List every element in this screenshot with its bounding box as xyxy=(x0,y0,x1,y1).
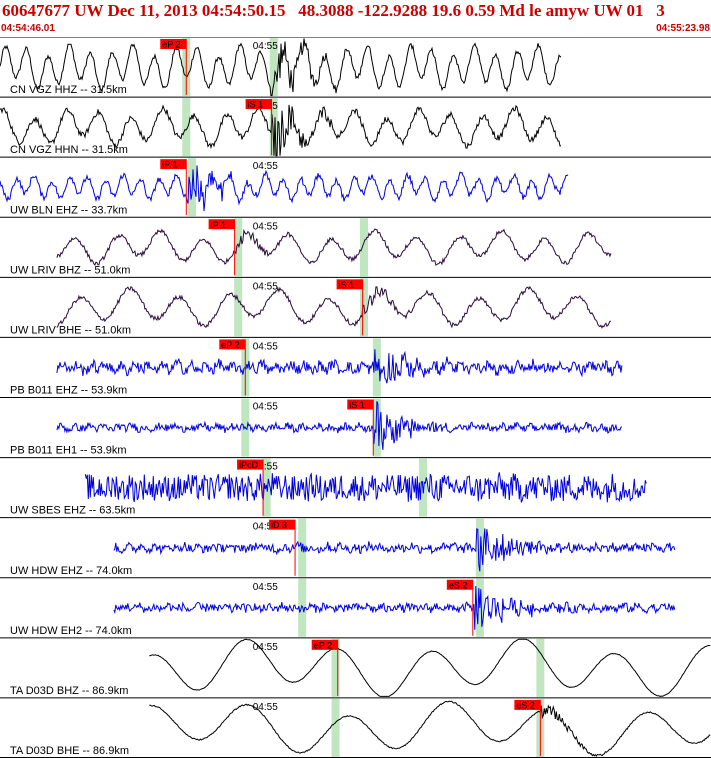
waveform-trace[interactable] xyxy=(149,638,711,697)
station-label: UW SBES EHZ -- 63.5km xyxy=(10,505,135,517)
trace-row[interactable]: 04:55 iP 1 UW BLN EHZ -- 33.7km xyxy=(0,156,711,217)
pick-label: iD 3 xyxy=(271,520,287,530)
waveform-trace[interactable] xyxy=(56,349,623,384)
pick-flag[interactable] xyxy=(514,699,541,710)
minute-label: 04:55 xyxy=(253,702,278,713)
trace-row[interactable]: 04:55 iS 1 PB B011 EH1 -- 53.9km xyxy=(0,397,711,457)
waveform-trace[interactable] xyxy=(0,38,562,97)
time-window-marker xyxy=(298,578,307,637)
start-time-label: 04:54:46.01 xyxy=(1,23,55,34)
pick-label: eP 2 xyxy=(314,640,332,650)
pick-flag[interactable] xyxy=(219,339,246,350)
pick-flag[interactable] xyxy=(269,519,296,530)
station-label: UW HDW EH2 -- 74.0km xyxy=(10,625,132,637)
waveform-trace[interactable] xyxy=(0,165,569,212)
pick-label: eP 2 xyxy=(162,40,180,50)
station-label: PB B011 EHZ -- 53.9km xyxy=(10,385,127,397)
minute-label: 04:55 xyxy=(253,341,278,352)
pick-flag[interactable] xyxy=(311,639,338,650)
trace-row[interactable]: 04:55 eP 2 PB B011 EHZ -- 53.9km xyxy=(0,336,711,397)
time-window-marker xyxy=(331,638,340,697)
trace-row[interactable]: 04:55 iP 1 UW LRIV BHZ -- 51.0km xyxy=(0,216,711,277)
time-window-marker xyxy=(234,278,243,337)
time-window-marker xyxy=(536,638,545,697)
station-label: TA D03D BHE -- 86.9km xyxy=(10,745,129,757)
pick-label: eP 2 xyxy=(221,340,239,350)
pick-flag[interactable] xyxy=(208,219,235,230)
pick-label: iS 1 xyxy=(349,400,365,410)
pick-flag[interactable] xyxy=(160,39,187,49)
pick-label: iP 1 xyxy=(162,160,177,170)
time-window-marker xyxy=(475,518,484,577)
pick-flag[interactable] xyxy=(160,159,187,170)
waveform-trace[interactable] xyxy=(149,700,711,757)
station-label: UW LRIV BHZ -- 51.0km xyxy=(10,264,130,276)
waveform-trace[interactable] xyxy=(56,285,611,329)
pick-flag[interactable] xyxy=(347,399,374,410)
pick-label: iS 1 xyxy=(248,100,264,110)
trace-row[interactable]: 04:55 eS 2 UW HDW EH2 -- 74.0km xyxy=(0,577,711,637)
pick-label: eS 2 xyxy=(516,700,535,710)
time-window-marker xyxy=(182,98,191,157)
waveform-trace[interactable] xyxy=(113,528,676,572)
station-label: CN VGZ HHN -- 31.5km xyxy=(10,144,128,156)
minute-label: 04:55 xyxy=(253,281,278,292)
station-label: UW LRIV BHE -- 51.0km xyxy=(10,324,131,336)
pick-flag[interactable] xyxy=(336,279,363,290)
time-window-marker xyxy=(360,218,369,277)
event-header: 60647677 UW Dec 11, 2013 04:54:50.15 48.… xyxy=(0,0,711,37)
minute-label: 04:55 xyxy=(253,642,278,653)
pick-label: eS 2 xyxy=(449,580,468,590)
minute-label: 04:55 xyxy=(253,161,278,172)
time-window-marker xyxy=(269,38,278,97)
waveform-trace[interactable] xyxy=(0,104,562,157)
minute-label: 04:55 xyxy=(253,582,278,593)
station-label: TA D03D BHZ -- 86.9km xyxy=(10,685,128,697)
pick-flag[interactable] xyxy=(446,579,473,590)
pick-flag[interactable] xyxy=(237,459,264,470)
waveform-trace[interactable] xyxy=(84,472,647,503)
event-title: 60647677 UW Dec 11, 2013 04:54:50.15 48.… xyxy=(2,1,665,20)
station-label: PB B011 EH1 -- 53.9km xyxy=(10,445,127,457)
waveform-trace[interactable] xyxy=(56,401,623,450)
minute-label: 04:55 xyxy=(253,41,278,52)
time-window-marker xyxy=(269,98,278,157)
waveform-trace[interactable] xyxy=(56,228,612,267)
station-label: UW BLN EHZ -- 33.7km xyxy=(10,204,127,216)
minute-label: 04:55 xyxy=(253,221,278,232)
seismogram-panel[interactable]: 04:55 eP 2 CN VGZ HHZ -- 31.5km 04:55 iS 1 CN… xyxy=(0,37,711,758)
minute-label: 04:55 xyxy=(253,462,278,473)
station-label: UW HDW EHZ -- 74.0km xyxy=(10,565,132,577)
trace-row[interactable]: 04:55 eS 2 TA D03D BHE -- 86.9km xyxy=(0,697,711,757)
time-window-marker xyxy=(372,398,381,457)
station-label: CN VGZ HHZ -- 31.5km xyxy=(10,84,127,96)
end-time-label: 04:55:23.98 xyxy=(656,23,710,34)
pick-label: iP 1 xyxy=(211,220,226,230)
waveform-trace[interactable] xyxy=(113,585,676,630)
minute-label: 04:55 xyxy=(253,402,278,413)
time-window-marker xyxy=(331,698,340,757)
minute-label: 04:55 xyxy=(253,522,278,533)
trace-row[interactable]: 04:55 eP 2 CN VGZ HHZ -- 31.5km xyxy=(0,37,711,97)
trace-row[interactable]: 04:55 eP 2 TA D03D BHZ -- 86.9km xyxy=(0,637,711,697)
pick-label: iS 1 xyxy=(339,280,355,290)
time-window-marker xyxy=(234,218,243,277)
time-window-marker xyxy=(372,338,381,397)
pick-label: iPcD xyxy=(239,460,259,470)
trace-row[interactable]: 04:55 iS 1 UW LRIV BHE -- 51.0km xyxy=(0,276,711,337)
pick-flag[interactable] xyxy=(245,99,272,110)
